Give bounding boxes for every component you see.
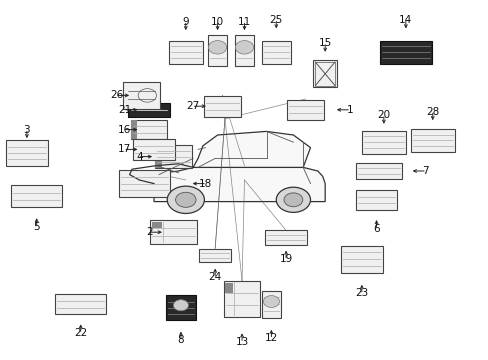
Text: 27: 27 — [186, 101, 200, 111]
Text: 5: 5 — [33, 222, 40, 232]
Bar — [312, 60, 337, 87]
Text: 18: 18 — [198, 179, 212, 189]
Bar — [150, 220, 196, 244]
Bar — [223, 281, 260, 317]
Text: 24: 24 — [208, 272, 222, 282]
Bar — [355, 163, 401, 179]
Text: 19: 19 — [279, 254, 292, 264]
Circle shape — [173, 300, 188, 311]
Text: 14: 14 — [398, 15, 412, 25]
Bar — [123, 82, 160, 109]
Bar — [261, 40, 290, 64]
Text: 1: 1 — [346, 105, 352, 115]
Bar — [11, 185, 62, 207]
Bar — [155, 145, 162, 168]
Text: 9: 9 — [182, 17, 189, 27]
Text: 4: 4 — [136, 152, 142, 162]
Bar — [361, 131, 405, 154]
Circle shape — [175, 192, 196, 207]
Bar — [168, 40, 203, 64]
Bar — [155, 145, 192, 168]
Bar — [315, 62, 334, 85]
Bar — [133, 139, 175, 160]
Text: 12: 12 — [264, 333, 278, 343]
Bar — [131, 120, 167, 139]
Text: 17: 17 — [118, 144, 131, 154]
Text: 10: 10 — [211, 17, 224, 27]
Bar — [128, 103, 170, 117]
Text: 15: 15 — [318, 38, 331, 48]
Bar — [380, 40, 430, 64]
Bar — [410, 129, 454, 152]
Bar — [224, 283, 233, 293]
Bar — [131, 120, 137, 139]
Bar — [55, 294, 106, 314]
Bar — [208, 35, 226, 66]
Bar — [118, 170, 169, 197]
Text: 6: 6 — [372, 224, 379, 234]
Bar — [204, 96, 241, 117]
Text: 28: 28 — [425, 107, 439, 117]
Text: 7: 7 — [421, 166, 428, 176]
Bar — [264, 230, 306, 245]
Text: 23: 23 — [354, 288, 368, 298]
Text: 22: 22 — [74, 328, 87, 338]
Circle shape — [235, 41, 253, 54]
Circle shape — [208, 41, 226, 54]
Bar — [6, 140, 48, 166]
Bar — [166, 295, 195, 320]
Bar — [355, 190, 397, 210]
Circle shape — [276, 187, 310, 212]
Text: 25: 25 — [269, 15, 283, 25]
Text: 3: 3 — [23, 125, 30, 135]
Text: 26: 26 — [109, 90, 123, 100]
Circle shape — [284, 193, 302, 207]
Text: 8: 8 — [177, 335, 184, 345]
Polygon shape — [154, 167, 325, 202]
Bar — [287, 100, 323, 120]
Bar — [341, 246, 382, 273]
Text: 2: 2 — [145, 227, 152, 237]
Bar — [199, 249, 230, 262]
Circle shape — [167, 186, 204, 213]
Text: 11: 11 — [237, 17, 251, 27]
Text: 21: 21 — [118, 105, 131, 115]
Bar — [235, 35, 253, 66]
Bar — [151, 222, 162, 228]
Bar — [262, 291, 280, 318]
Text: 13: 13 — [235, 337, 248, 347]
Text: 16: 16 — [118, 125, 131, 135]
Polygon shape — [193, 131, 310, 167]
Circle shape — [263, 296, 279, 307]
Text: 20: 20 — [377, 110, 389, 120]
